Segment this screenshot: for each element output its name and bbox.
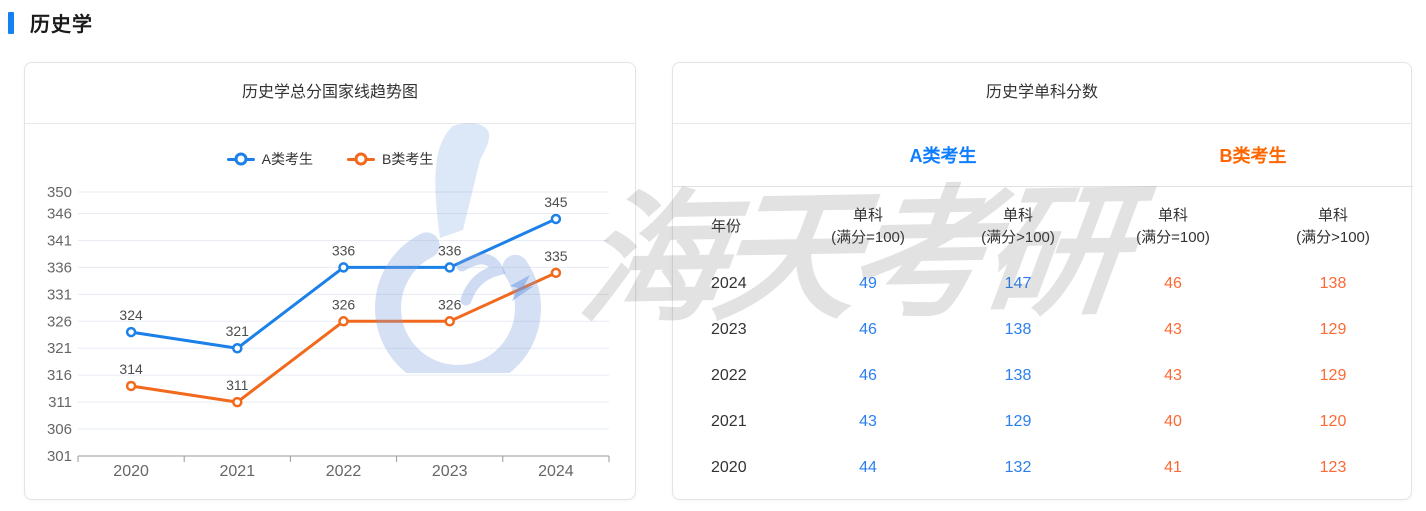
year-cell: 2023: [711, 321, 747, 338]
x-axis-label: 2021: [220, 463, 256, 480]
y-tick-label: 321: [47, 340, 72, 357]
score-cell: 129: [1319, 321, 1347, 338]
score-cell: 123: [1319, 459, 1347, 476]
score-cell: 43: [1164, 321, 1182, 338]
table-panel-title: 历史学单科分数: [673, 63, 1411, 124]
score-cell: 49: [859, 275, 877, 292]
group-header-spacer: [673, 124, 793, 187]
page-title: 历史学: [30, 14, 93, 36]
column-header: 单科 (满分>100): [1296, 207, 1370, 246]
score-cell: 46: [859, 321, 877, 338]
data-point: [125, 326, 137, 338]
data-point: [444, 262, 455, 273]
score-cell: 43: [1164, 367, 1182, 384]
data-point: [550, 213, 562, 225]
y-tick-label: 336: [47, 259, 72, 276]
column-header: 单科 (满分>100): [981, 207, 1055, 246]
score-cell: 129: [1319, 367, 1347, 384]
legend-item-a: A类考生: [226, 149, 313, 169]
column-header: 单科 (满分=100): [831, 207, 905, 246]
y-tick-label: 341: [47, 232, 72, 249]
group-header-b: B类考生: [1093, 124, 1413, 187]
x-axis-label: 2020: [113, 463, 149, 480]
score-cell: 41: [1164, 459, 1182, 476]
data-point-label: 311: [226, 377, 249, 393]
score-cell: 138: [1319, 275, 1347, 292]
y-tick-label: 306: [47, 421, 72, 438]
legend-marker-icon: [347, 153, 375, 165]
score-cell: 147: [1004, 275, 1032, 292]
score-cell: 132: [1004, 459, 1032, 476]
year-cell: 2020: [711, 459, 747, 476]
chart-panel: 历史学总分国家线趋势图 A类考生 B类考生 301 306 311 316 321 326 3…: [24, 62, 636, 500]
year-cell: 2022: [711, 367, 747, 384]
table-row: 2022 46 138 43 129: [673, 353, 1413, 399]
y-tick-label: 346: [47, 206, 72, 223]
data-point: [338, 316, 349, 327]
scores-table: A类考生 B类考生 年份 单科 (满分=100) 单科 (满分>100) 单科 (满分=10…: [673, 124, 1413, 491]
legend-marker-icon: [226, 153, 255, 165]
chart-panel-title: 历史学总分国家线趋势图: [25, 63, 635, 124]
data-point-label: 345: [544, 194, 568, 210]
data-point-label: 326: [332, 296, 356, 312]
score-cell: 40: [1164, 413, 1182, 430]
year-cell: 2024: [711, 275, 747, 292]
table-row: 2021 43 129 40 120: [673, 399, 1413, 445]
series-line: [129, 271, 558, 404]
data-point-label: 321: [226, 323, 250, 339]
score-cell: 44: [859, 459, 877, 476]
chart-legend: A类考生 B类考生: [25, 148, 635, 170]
score-cell: 138: [1004, 367, 1032, 384]
table-row: 2024 49 147 46 138: [673, 261, 1413, 307]
y-tick-label: 311: [48, 394, 72, 411]
title-accent-bar-icon: [8, 11, 14, 34]
score-cell: 43: [859, 413, 877, 430]
x-axis-label: 2023: [432, 463, 468, 480]
data-point: [444, 316, 455, 327]
data-point-label: 326: [438, 296, 462, 312]
page-header: 历史学: [8, 8, 93, 37]
data-point-label: 324: [119, 307, 143, 323]
table-row: 2020 44 132 41 123: [673, 445, 1413, 491]
data-point: [232, 342, 243, 354]
data-point: [125, 380, 137, 392]
column-header: 年份: [711, 218, 742, 235]
data-point-label: 314: [119, 361, 143, 377]
x-axis-label: 2024: [538, 463, 574, 480]
column-header-row: 年份 单科 (满分=100) 单科 (满分>100) 单科 (满分=100) 单科 (满分>10…: [673, 187, 1413, 262]
y-tick-label: 326: [47, 313, 72, 330]
legend-item-b: B类考生: [347, 149, 433, 169]
data-point-label: 335: [544, 248, 568, 264]
y-tick-label: 301: [47, 448, 72, 465]
data-point-label: 336: [438, 242, 462, 258]
y-tick-label: 316: [47, 367, 72, 384]
score-cell: 138: [1004, 321, 1032, 338]
year-cell: 2021: [711, 413, 747, 430]
group-header-row: A类考生 B类考生: [673, 124, 1413, 187]
series-line: [129, 217, 558, 350]
legend-label: A类考生: [261, 151, 313, 167]
table-row: 2023 46 138 43 129: [673, 307, 1413, 353]
column-header: 单科 (满分=100): [1136, 207, 1210, 246]
trend-line-chart: 301 306 311 316 321 326 331 336 341 346 350 2020 202…: [47, 184, 610, 480]
legend-label: B类考生: [382, 151, 434, 167]
x-axis-label: 2022: [326, 463, 362, 480]
data-point: [232, 396, 243, 408]
data-point: [550, 267, 562, 279]
data-point: [338, 262, 349, 273]
score-cell: 46: [1164, 275, 1182, 292]
score-cell: 129: [1004, 413, 1032, 430]
y-tick-label: 350: [47, 184, 72, 201]
group-header-a: A类考生: [793, 124, 1093, 187]
score-cell: 46: [859, 367, 877, 384]
y-tick-label: 331: [47, 286, 72, 303]
scores-table-panel: 历史学单科分数 A类考生 B类考生 年份 单科 (满分=100) 单科 (满分>100)…: [672, 62, 1413, 500]
score-cell: 120: [1319, 413, 1347, 430]
data-point-label: 336: [332, 242, 356, 258]
